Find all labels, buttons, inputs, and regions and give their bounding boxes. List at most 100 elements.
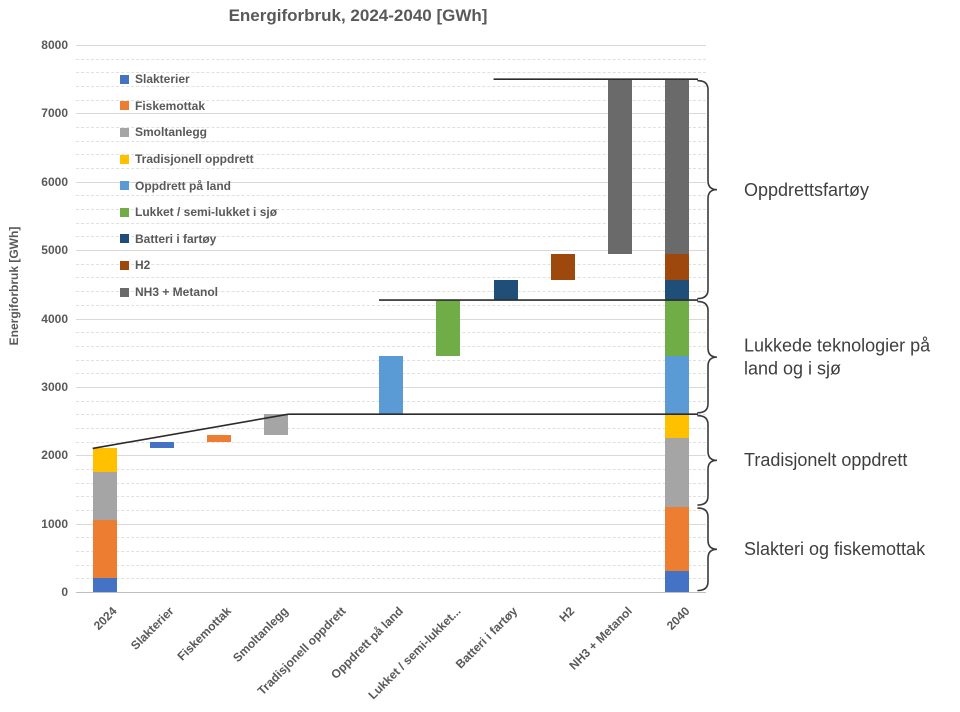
x-tick-label: Slakterier xyxy=(128,604,177,653)
bar-segment xyxy=(92,448,117,473)
legend-swatch-icon xyxy=(120,260,129,270)
major-gridline xyxy=(76,592,706,593)
legend-swatch-icon xyxy=(120,127,129,137)
bar-segment xyxy=(264,414,289,435)
legend-item: Batteri i fartøy xyxy=(120,226,277,253)
legend-item: Smoltanlegg xyxy=(120,119,277,146)
legend-item: H2 xyxy=(120,252,277,279)
legend-item: Fiskemottak xyxy=(120,93,277,120)
x-tick-label: H2 xyxy=(556,604,578,625)
bar-segment xyxy=(92,472,117,521)
minor-gridline xyxy=(76,72,706,74)
bar-segment xyxy=(665,300,690,357)
legend-label: Smoltanlegg xyxy=(135,125,208,140)
minor-gridline xyxy=(76,263,706,265)
minor-gridline xyxy=(76,578,706,580)
bar-segment xyxy=(608,79,633,254)
legend-item: Tradisjonell oppdrett xyxy=(120,146,277,173)
minor-gridline xyxy=(76,564,706,566)
y-tick-label: 7000 xyxy=(41,106,68,121)
bar-segment xyxy=(665,414,690,439)
minor-gridline xyxy=(76,140,706,142)
bar-segment xyxy=(92,578,117,592)
legend-label: H2 xyxy=(135,258,151,273)
legend-swatch-icon xyxy=(120,287,129,297)
y-tick-label: 4000 xyxy=(41,311,68,326)
minor-gridline xyxy=(76,168,706,170)
bracket-label: Oppdrettsfartøy xyxy=(744,179,870,200)
bar-segment xyxy=(550,253,575,281)
major-gridline xyxy=(76,113,706,115)
minor-gridline xyxy=(76,427,706,429)
legend-item: Lukket / semi-lukket i sjø xyxy=(120,199,277,226)
major-gridline xyxy=(76,181,706,183)
y-tick-label: 6000 xyxy=(41,174,68,189)
minor-gridline xyxy=(76,496,706,498)
bracket-label: Tradisjonelt oppdrett xyxy=(744,450,908,471)
bar-segment xyxy=(379,356,403,415)
legend-swatch-icon xyxy=(120,154,129,164)
legend-swatch-icon xyxy=(120,234,129,244)
legend-label: Lukket / semi-lukket i sjø xyxy=(135,205,278,220)
bar-segment xyxy=(665,79,690,254)
minor-gridline xyxy=(76,482,706,484)
legend-label: Tradisjonell oppdrett xyxy=(135,152,254,167)
bar-segment xyxy=(493,280,518,301)
minor-gridline xyxy=(76,332,706,334)
legend-label: Oppdrett på land xyxy=(135,178,231,193)
major-gridline xyxy=(76,250,706,252)
bracket-label: Slakteri og fiskemottak xyxy=(744,539,926,560)
legend-swatch-icon xyxy=(120,181,129,191)
minor-gridline xyxy=(76,537,706,539)
y-tick-label: 3000 xyxy=(41,379,68,394)
legend-swatch-icon xyxy=(120,101,129,111)
legend-swatch-icon xyxy=(120,74,129,84)
minor-gridline xyxy=(76,86,706,88)
minor-gridline xyxy=(76,209,706,211)
x-tick-label: Fiskemottak xyxy=(174,604,235,664)
minor-gridline xyxy=(76,277,706,279)
minor-gridline xyxy=(76,58,706,60)
major-gridline xyxy=(76,523,706,525)
y-tick-label: 1000 xyxy=(41,516,68,531)
minor-gridline xyxy=(76,291,706,293)
legend-label: Fiskemottak xyxy=(135,98,206,113)
y-tick-label: 0 xyxy=(61,585,68,599)
major-gridline xyxy=(76,45,706,46)
minor-gridline xyxy=(76,550,706,552)
minor-gridline xyxy=(76,154,706,156)
y-tick-label: 5000 xyxy=(41,243,68,258)
y-tick-label: 2000 xyxy=(41,448,68,463)
minor-gridline xyxy=(76,304,706,306)
minor-gridline xyxy=(76,236,706,238)
bar-segment xyxy=(665,356,690,415)
bar-segment xyxy=(665,280,690,301)
chart-title: Energiforbruk, 2024-2040 [GWh] xyxy=(228,6,488,25)
y-axis-title: Energiforbruk [GWh] xyxy=(7,226,21,346)
x-tick-label: Smoltanlegg xyxy=(230,604,292,665)
legend-item: NH3 + Metanol xyxy=(120,279,277,306)
x-tick-label: 2024 xyxy=(90,604,120,633)
legend-item: Slakterier xyxy=(120,66,277,93)
minor-gridline xyxy=(76,468,706,470)
minor-gridline xyxy=(76,195,706,197)
minor-gridline xyxy=(76,414,706,416)
bar-segment xyxy=(665,253,690,281)
bar-segment xyxy=(436,300,461,357)
bar-segment xyxy=(665,438,690,507)
bracket-label: Lukkede teknologier på land og i sjø xyxy=(744,335,931,379)
legend-label: NH3 + Metanol xyxy=(135,285,219,300)
major-gridline xyxy=(76,455,706,457)
legend-swatch-icon xyxy=(120,207,129,217)
x-tick-label: 2040 xyxy=(663,604,693,633)
minor-gridline xyxy=(76,127,706,129)
minor-gridline xyxy=(76,509,706,511)
minor-gridline xyxy=(76,441,706,443)
bar-segment xyxy=(149,441,174,449)
minor-gridline xyxy=(76,222,706,224)
y-tick-label: 8000 xyxy=(41,38,68,52)
legend-label: Slakterier xyxy=(135,72,190,87)
bar-segment xyxy=(207,434,232,442)
legend: Slakterier Fiskemottak Smoltanlegg Tradisjo… xyxy=(120,66,277,305)
